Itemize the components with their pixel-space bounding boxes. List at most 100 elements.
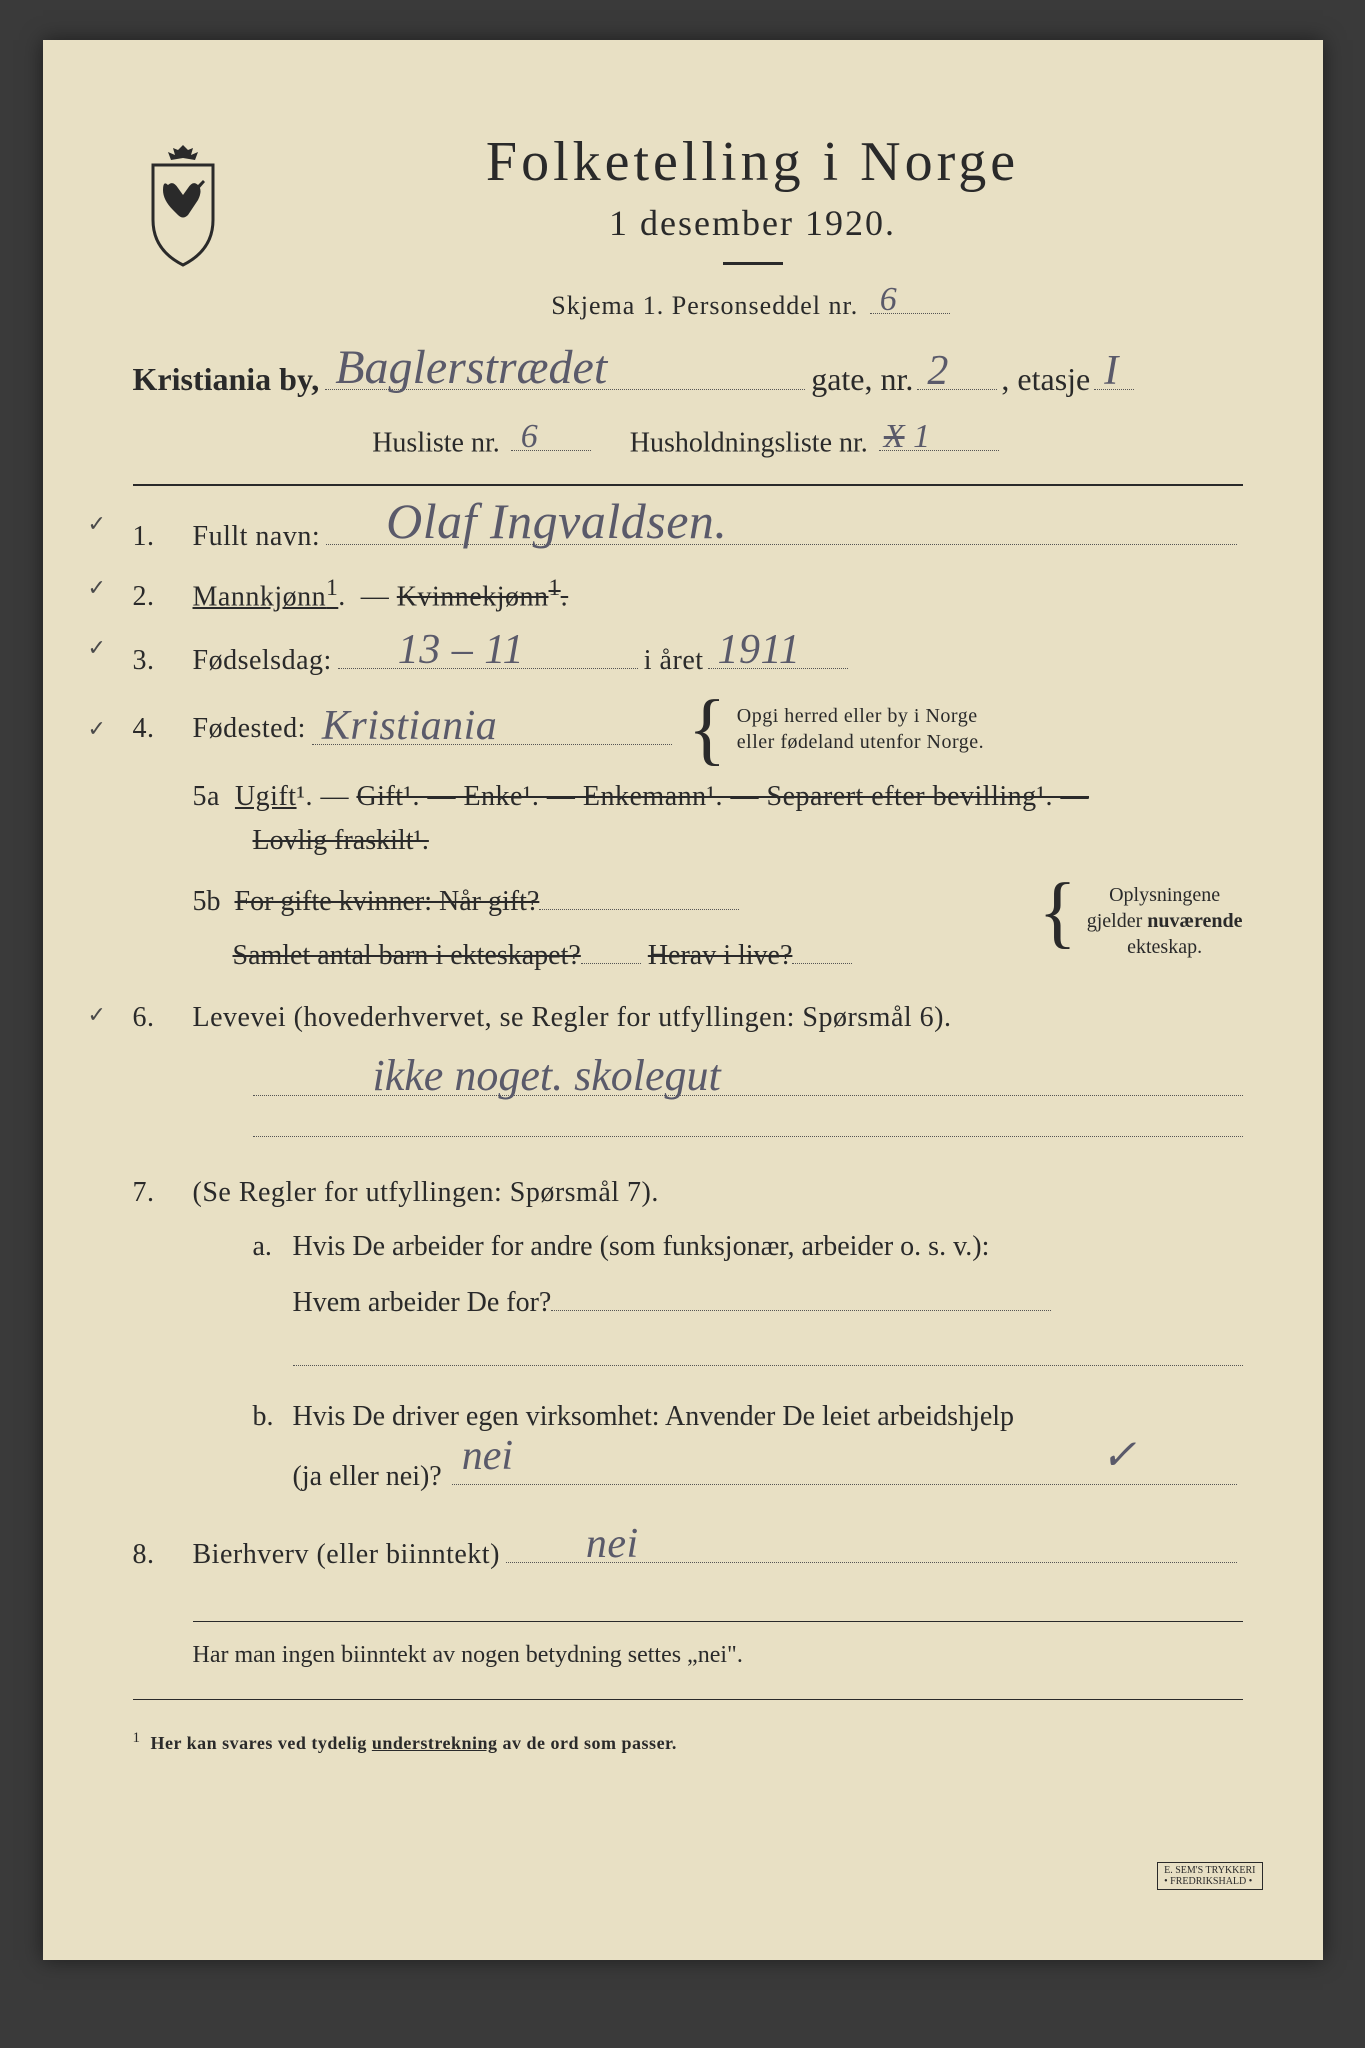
q7a-text2: Hvem arbeider De for? [293, 1287, 552, 1318]
q7-row: 7. (Se Regler for utfyllingen: Spørsmål … [133, 1177, 1243, 1209]
checkmark-icon: ✓ [1101, 1423, 1136, 1490]
q6-num: 6. [133, 1002, 193, 1034]
husliste-label: Husliste nr. [372, 427, 500, 458]
q4-row: ✓ 4. Fødested: Kristiania { Opgi herred … [133, 699, 1243, 759]
q5b-line2: Samlet antal barn i ekteskapet? Herav i … [233, 936, 1029, 972]
street-value: Baglerstrædet [335, 340, 607, 395]
brace-icon: { [688, 699, 727, 759]
etasje-label: , etasje [1001, 361, 1090, 398]
q2-sep: . — [338, 581, 397, 613]
q2-row: ✓ 2. Mannkjønn1 . — Kvinnekjønn1. [133, 575, 1243, 613]
address-line-2: Husliste nr. 6 Husholdningsliste nr. X 1 [133, 418, 1243, 460]
q2-female: Kvinnekjønn1. [397, 575, 568, 613]
gate-label: gate, nr. [811, 361, 913, 398]
q8-fill: nei [506, 1530, 1237, 1564]
brace-icon: { [1038, 882, 1076, 942]
q4-label: Fødested: [193, 713, 306, 745]
q7b-text2: (ja eller nei)? [293, 1455, 442, 1500]
printer-mark: E. SEM'S TRYKKERI• FREDRIKSHALD • [1157, 1862, 1262, 1890]
q1-value: Olaf Ingvaldsen. [386, 492, 727, 550]
q7b-fill: nei ✓ [452, 1451, 1237, 1485]
etasje-value: I [1104, 347, 1118, 395]
husliste-value: 6 [521, 418, 538, 456]
schema-line: Skjema 1. Personseddel nr. 6 [263, 283, 1243, 321]
q7a-line2 [293, 1365, 1243, 1366]
q1-num: 1. [133, 521, 193, 553]
q5b-note: Oplysningene gjelder nuværende ekteskap. [1087, 882, 1243, 960]
checkmark-icon: ✓ [88, 575, 107, 601]
street-fill: Baglerstrædet [325, 351, 805, 389]
schema-label: Skjema 1. Personseddel nr. [551, 291, 858, 320]
footnote: 1 Her kan svares ved tydelig understrekn… [133, 1730, 1243, 1754]
q4-fill: Kristiania [312, 712, 672, 746]
q7a-row: a. Hvis De arbeider for andre (som funks… [253, 1231, 1243, 1263]
hushold-label: Husholdningsliste nr. [630, 427, 868, 458]
q4-note: Opgi herred eller by i Norge eller fødel… [737, 703, 984, 755]
q8-num: 8. [133, 1539, 193, 1571]
q5b-line2a: Samlet antal barn i ekteskapet? [233, 940, 581, 971]
q6-line2 [253, 1136, 1243, 1137]
q5a-struck: Gift¹. — Enke¹. — Enkemann¹. — Separert … [356, 781, 1089, 812]
q8-value: nei [586, 1520, 639, 1568]
q7a-text2-row: Hvem arbeider De for? [293, 1281, 1243, 1326]
q8-row: 8. Bierhverv (eller biinntekt) nei [133, 1530, 1243, 1572]
q7a-letter: a. [253, 1231, 293, 1263]
q7a-text1: Hvis De arbeider for andre (som funksjon… [293, 1231, 990, 1263]
q7b-text2-row: (ja eller nei)? nei ✓ [293, 1451, 1243, 1499]
q3-row: ✓ 3. Fødselsdag: 13 – 11 i året 1911 [133, 635, 1243, 677]
q7b-row: b. Hvis De driver egen virksomhet: Anven… [253, 1401, 1243, 1433]
schema-value: 6 [880, 281, 898, 319]
title-divider [723, 262, 783, 265]
checkmark-icon: ✓ [88, 716, 107, 742]
q1-row: ✓ 1. Fullt navn: Olaf Ingvaldsen. [133, 511, 1243, 553]
q5b-row: 5b For gifte kvinner: Når gift? Samlet a… [193, 882, 1243, 972]
q1-fill: Olaf Ingvaldsen. [326, 511, 1236, 545]
census-form-page: Folketelling i Norge 1 desember 1920. Sk… [43, 40, 1323, 1960]
checkmark-icon: ✓ [88, 635, 107, 661]
gate-nr: 2 [927, 347, 948, 395]
q6-fill: ikke noget. skolegut [253, 1056, 1243, 1096]
title-block: Folketelling i Norge 1 desember 1920. Sk… [263, 130, 1243, 321]
q4-value: Kristiania [322, 702, 497, 750]
header: Folketelling i Norge 1 desember 1920. Sk… [133, 130, 1243, 321]
main-title: Folketelling i Norge [263, 130, 1243, 194]
husliste-fill: 6 [511, 418, 591, 452]
q6-row: ✓ 6. Levevei (hovederhvervet, se Regler … [133, 1002, 1243, 1034]
address-block: Kristiania by, Baglerstrædet gate, nr. 2… [133, 351, 1243, 459]
q5a-cont-text: Lovlig fraskilt¹. [253, 825, 429, 856]
q3-year-fill: 1911 [708, 635, 848, 669]
divider-bottom [193, 1621, 1243, 1622]
q5a-cont: Lovlig fraskilt¹. [253, 825, 1243, 857]
q5b-line1: For gifte kvinner: Når gift? [235, 886, 540, 917]
note-bottom: Har man ingen biinntekt av nogen betydni… [193, 1642, 1243, 1669]
subtitle: 1 desember 1920. [263, 202, 1243, 244]
q5b-line2b: Herav i live? [648, 940, 793, 971]
q3-year: 1911 [718, 626, 801, 674]
q3-day: 13 – 11 [398, 626, 524, 674]
schema-value-fill: 6 [870, 283, 950, 314]
coat-of-arms-icon [133, 140, 233, 270]
q3-num: 3. [133, 645, 193, 677]
divider-main [133, 484, 1243, 486]
hushold-value: X 1 [884, 418, 930, 456]
city-label: Kristiania by, [133, 361, 320, 398]
q2-num: 2. [133, 581, 193, 613]
q2-male: Mannkjønn1 [193, 575, 339, 613]
checkmark-icon: ✓ [88, 511, 107, 537]
q7-num: 7. [133, 1177, 193, 1209]
q7b-text1: Hvis De driver egen virksomhet: Anvender… [293, 1401, 1015, 1433]
checkmark-icon: ✓ [88, 1002, 107, 1028]
q5a-row: 5a Ugift¹. — Gift¹. — Enke¹. — Enkemann¹… [193, 781, 1243, 813]
q5a-selected: Ugift [235, 781, 297, 812]
q3-day-fill: 13 – 11 [338, 635, 638, 669]
q6-value: ikke noget. skolegut [373, 1050, 721, 1101]
q8-label: Bierhverv (eller biinntekt) [193, 1539, 500, 1571]
q7b-letter: b. [253, 1401, 293, 1433]
q6-label: Levevei (hovederhvervet, se Regler for u… [193, 1002, 952, 1034]
address-line-1: Kristiania by, Baglerstrædet gate, nr. 2… [133, 351, 1243, 397]
hushold-fill: X 1 [879, 418, 999, 452]
q4-num: 4. [133, 713, 193, 745]
q3-label: Fødselsdag: [193, 645, 332, 677]
q3-year-label: i året [644, 645, 704, 677]
q1-label: Fullt navn: [193, 521, 321, 553]
